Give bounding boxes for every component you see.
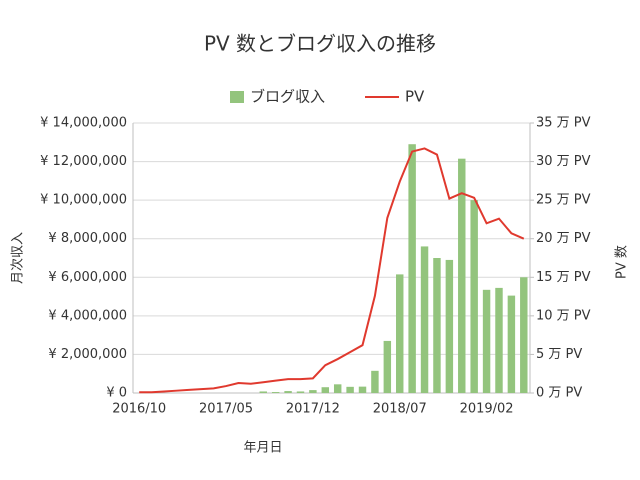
y2-tick-label: 35 万 PV [536,116,591,131]
bar [333,384,342,393]
bar [309,390,317,393]
bar [358,386,367,393]
bar [495,287,503,393]
y2-tick-label: 20 万 PV [536,231,591,246]
bar [284,391,292,393]
bar [346,386,354,393]
x-tick-label: 2018/07 [373,402,427,417]
bar [396,274,404,393]
y-tick-label: ¥ 12,000,000 [40,154,127,169]
bar [271,392,280,393]
bar [296,391,305,393]
x-tick-label: 2017/12 [286,402,340,417]
y2-tick-label: 10 万 PV [536,308,591,323]
x-tick-label: 2017/05 [199,402,253,417]
legend-label: PV [405,88,425,106]
bar [520,277,528,393]
legend-swatch [230,91,244,103]
y-tick-label: ¥ 2,000,000 [48,347,127,362]
y-tick-label: ¥ 0 [106,386,127,401]
y2-axis-title: PV 数 [615,245,630,279]
y2-tick-label: 0 万 PV [536,386,582,401]
bar [420,246,429,393]
legend-label: ブログ収入 [250,88,325,106]
y-axis-title: 月次収入 [10,232,26,284]
y2-tick-label: 25 万 PV [536,193,591,208]
y2-tick-label: 30 万 PV [536,154,591,169]
line [139,147,525,394]
y2-tick-label: 15 万 PV [536,270,591,285]
y-tick-label: ¥ 10,000,000 [40,193,127,208]
y2-tick-label: 5 万 PV [536,347,582,362]
bar [445,259,454,393]
x-axis-title: 年月日 [243,441,282,456]
bar [482,289,491,393]
x-tick-label: 2016/10 [112,402,166,417]
bar [458,158,466,393]
bar [371,370,379,393]
bar [408,144,416,393]
bar [259,391,267,393]
bar [470,200,478,393]
bar [507,295,516,393]
bar [433,258,441,393]
y-tick-label: ¥ 8,000,000 [48,231,127,246]
y-tick-label: ¥ 6,000,000 [48,270,127,285]
y-tick-label: ¥ 14,000,000 [40,116,127,131]
bar [383,340,392,393]
y-tick-label: ¥ 4,000,000 [48,308,127,323]
bar [321,387,330,393]
x-tick-label: 2019/02 [460,402,514,417]
chart-title: PV 数とブログ収入の推移 [204,32,436,56]
